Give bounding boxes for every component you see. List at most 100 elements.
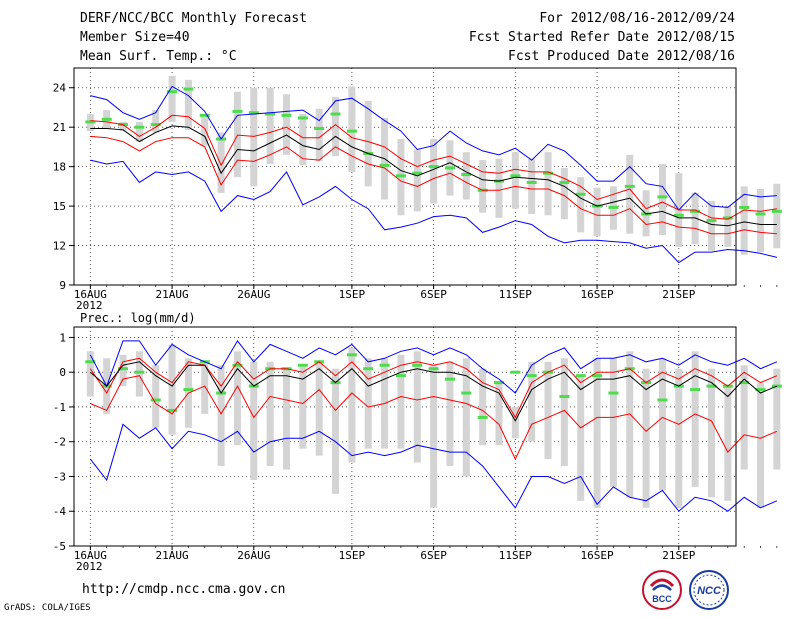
refer-date: Fcst Started Refer Date 2012/08/15	[468, 30, 735, 45]
member-mark	[85, 360, 96, 364]
forecast-period: For 2012/08/16-2012/09/24	[539, 11, 735, 26]
ensemble-box	[773, 368, 781, 470]
x-tick-label: 1SEP	[339, 288, 366, 301]
member-mark	[265, 112, 276, 116]
member-mark	[461, 391, 472, 395]
x-tick-label: 21AUG	[156, 288, 189, 301]
member-mark	[461, 173, 472, 177]
member-mark	[167, 408, 178, 412]
member-mark	[297, 363, 308, 367]
ensemble-box	[250, 87, 258, 187]
ensemble-box	[626, 351, 634, 498]
member-mark	[183, 388, 194, 392]
ensemble-box	[658, 358, 666, 491]
member-size: Member Size=40	[80, 30, 190, 45]
y-tick-label: 21	[53, 121, 66, 134]
ensemble-box	[446, 361, 454, 467]
x-tick-label: 1SEP	[339, 549, 366, 562]
series-line-ensemble-mean	[89, 361, 778, 422]
member-mark	[722, 216, 733, 220]
ensemble-box	[724, 206, 732, 247]
y-tick-label: -2	[53, 436, 66, 449]
member-mark	[363, 367, 374, 371]
x-tick-label: 21AUG	[156, 549, 189, 562]
ensemble-box	[413, 149, 421, 212]
member-mark	[706, 219, 717, 223]
ensemble-box	[577, 177, 585, 233]
member-mark	[526, 374, 537, 378]
ensemble-box	[773, 183, 781, 249]
precip-title: Prec.: log(mm/d)	[80, 311, 196, 325]
ensemble-box	[282, 368, 290, 470]
ensemble-box	[626, 154, 634, 234]
member-mark	[428, 165, 439, 169]
member-mark	[134, 370, 145, 374]
ensemble-box	[560, 358, 568, 467]
member-mark	[706, 384, 717, 388]
ensemble-box	[364, 100, 372, 187]
member-mark	[575, 192, 586, 196]
ensemble-box	[560, 167, 568, 220]
ensemble-box	[299, 114, 307, 166]
series-line-lower-spread	[90, 375, 778, 461]
ensemble-box	[135, 121, 143, 142]
member-mark	[395, 174, 406, 178]
ensemble-box	[250, 361, 258, 480]
header-right: For 2012/08/16-2012/09/24 Fcst Started R…	[469, 11, 735, 68]
ensemble-box	[217, 132, 225, 193]
x-tick-label: 11SEP	[499, 288, 532, 301]
ensemble-box	[642, 368, 650, 508]
ensemble-box	[168, 344, 176, 435]
ensemble-box	[201, 361, 209, 414]
ensemble-box	[348, 347, 356, 463]
ensemble-box	[119, 354, 127, 387]
member-mark	[346, 353, 357, 357]
source-url[interactable]: http://cmdp.ncc.cma.gov.cn	[82, 582, 286, 597]
series-line-ensemble-mean	[90, 125, 777, 227]
ensemble-box	[609, 358, 617, 487]
member-mark	[379, 163, 390, 167]
y-tick-label: -4	[53, 505, 67, 518]
ensemble-box	[233, 91, 241, 178]
ensemble-box	[593, 358, 601, 508]
ensemble-box	[462, 358, 470, 477]
x-tick-label: 16SEP	[580, 549, 613, 562]
member-mark	[624, 184, 635, 188]
ensemble-box	[430, 365, 438, 508]
member-mark	[428, 367, 439, 371]
ensemble-box	[495, 158, 503, 218]
ensemble-box	[184, 79, 192, 130]
ensemble-box	[740, 365, 748, 470]
member-mark	[739, 205, 750, 209]
ensemble-box	[707, 368, 715, 498]
ensemble-box	[691, 192, 699, 245]
y-tick-label: 0	[59, 366, 66, 379]
member-mark	[101, 117, 112, 121]
bcc-logo-text: BCC	[652, 594, 672, 604]
plot-frame	[73, 67, 737, 286]
member-mark	[543, 171, 554, 175]
ensemble-box	[152, 110, 160, 133]
member-mark	[412, 171, 423, 175]
member-mark	[510, 174, 521, 178]
member-mark	[118, 367, 129, 371]
x-tick-label: 21SEP	[662, 288, 695, 301]
ensemble-box	[577, 375, 585, 501]
x-year-label: 2012	[76, 299, 103, 312]
member-mark	[559, 395, 570, 399]
member-mark	[510, 370, 521, 374]
member-mark	[657, 398, 668, 402]
member-mark	[167, 90, 178, 94]
member-mark	[690, 209, 701, 213]
member-mark	[232, 109, 243, 113]
forecast-title: DERF/NCC/BCC Monthly Forecast	[80, 11, 307, 26]
member-mark	[281, 113, 292, 117]
x-tick-label: 6SEP	[420, 549, 447, 562]
series-line-upper-spread	[90, 114, 777, 220]
ensemble-box	[528, 361, 536, 442]
member-mark	[183, 87, 194, 91]
member-mark	[248, 111, 259, 115]
x-tick-label: 21SEP	[662, 549, 695, 562]
member-mark	[657, 195, 668, 199]
